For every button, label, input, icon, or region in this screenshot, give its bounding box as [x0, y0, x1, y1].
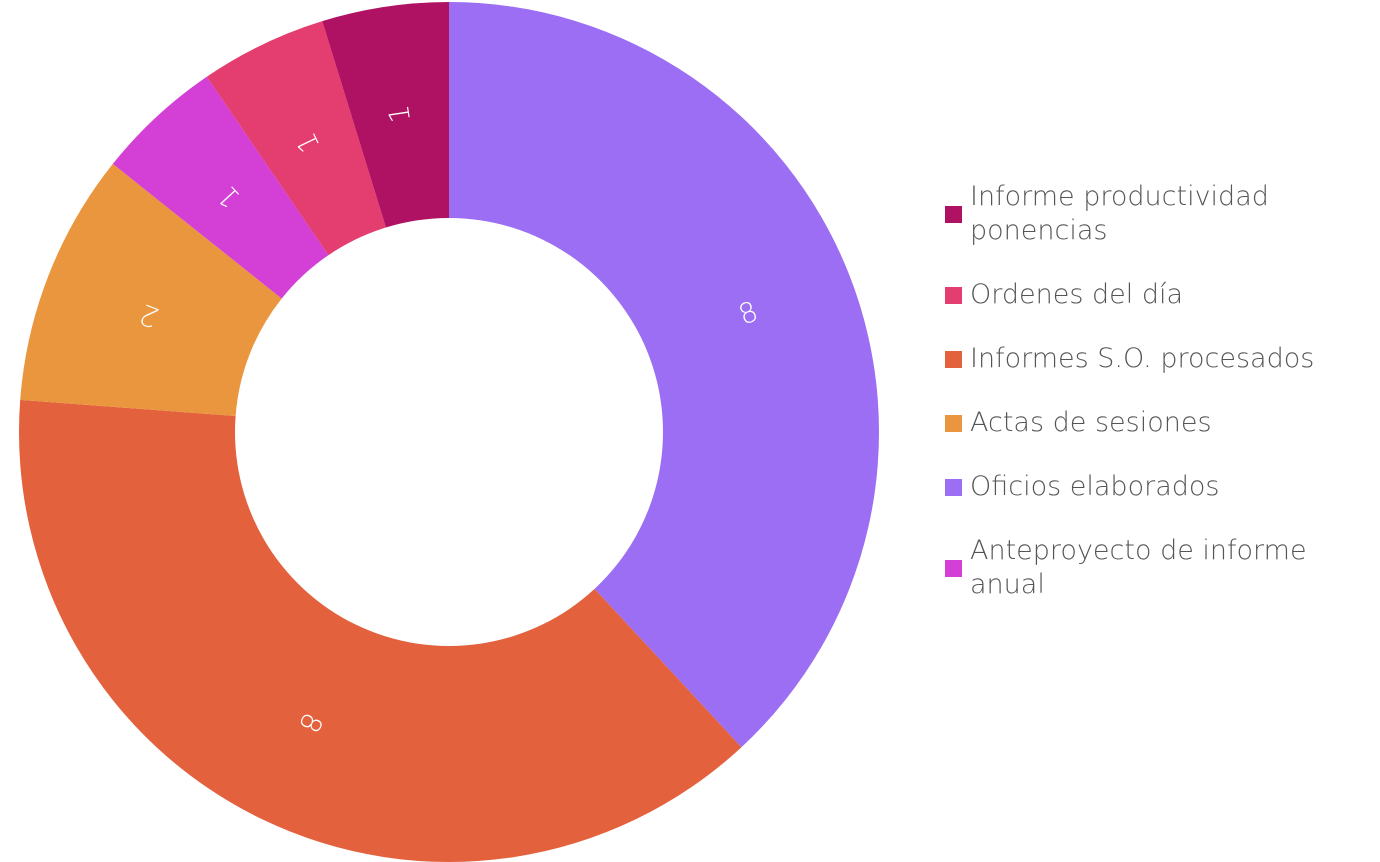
- legend-swatch: [945, 559, 962, 577]
- slice: [206, 21, 386, 256]
- legend-label: Anteproyecto de informe anual: [970, 535, 1307, 600]
- legend-item: Oficios elaborados: [945, 470, 1375, 504]
- legend-label: Informes S.O. procesados: [970, 343, 1315, 374]
- legend-swatch: [945, 286, 962, 304]
- legend-item: Ordenes del día: [945, 278, 1375, 312]
- legend-swatch: [945, 478, 962, 496]
- legend-label: Informe productividad ponencias: [970, 181, 1269, 246]
- legend-item: Informes S.O. procesados: [945, 342, 1375, 376]
- slice: [449, 2, 879, 748]
- slice: [322, 2, 449, 228]
- legend-swatch: [945, 205, 962, 223]
- legend-item: Anteproyecto de informe anual: [945, 534, 1375, 602]
- data-label: 1: [382, 103, 417, 126]
- slice: [112, 76, 329, 299]
- legend-swatch: [945, 414, 962, 432]
- legend-swatch: [945, 350, 962, 368]
- legend-label: Oficios elaborados: [970, 471, 1220, 502]
- legend: Informe productividad ponencias Ordenes d…: [945, 180, 1375, 602]
- slice: [20, 163, 282, 417]
- legend-label: Ordenes del día: [970, 279, 1184, 310]
- legend-item: Informe productividad ponencias: [945, 180, 1375, 248]
- slice: [19, 399, 742, 862]
- legend-label: Actas de sesiones: [970, 407, 1212, 438]
- legend-item: Actas de sesiones: [945, 406, 1375, 440]
